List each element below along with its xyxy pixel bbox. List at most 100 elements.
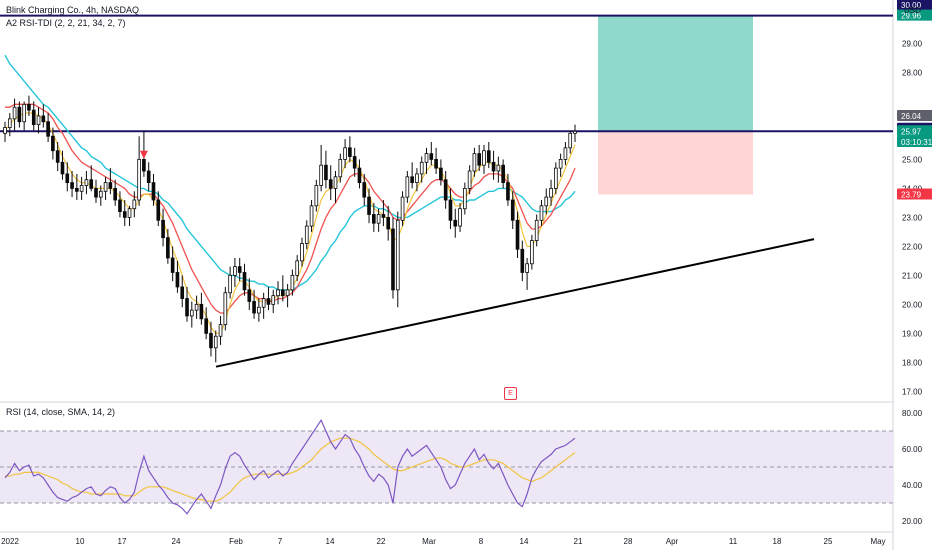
candle-body <box>520 248 525 273</box>
candle-body <box>573 130 577 134</box>
price-tick-label: 20.00 <box>902 300 923 309</box>
candle-body <box>300 243 304 262</box>
candle-body <box>348 147 352 157</box>
candle-body <box>223 292 228 326</box>
price-tick-label: 19.00 <box>902 329 923 338</box>
ema-mid-line <box>5 103 576 314</box>
candle-body <box>424 153 429 163</box>
candle-body <box>376 214 381 224</box>
rsi-axis: 80.00 60.00 40.00 20.00 <box>902 409 923 526</box>
candle-body <box>276 289 280 297</box>
candle-body <box>295 260 300 276</box>
indicator-legend[interactable]: A2 RSI-TDI (2, 2, 21, 34, 2, 7) <box>6 18 126 28</box>
candle-body <box>486 150 491 163</box>
candle-body <box>333 176 338 189</box>
candle-body <box>568 132 573 149</box>
candle-body <box>386 216 391 230</box>
candle-body <box>539 205 544 221</box>
time-tick-label: 18 <box>773 537 782 546</box>
price-tag-bg <box>897 0 932 11</box>
candle-body <box>501 164 505 184</box>
position-loss-zone <box>598 131 753 195</box>
price-tick-label: 22.00 <box>902 242 923 251</box>
candle-body <box>60 161 65 175</box>
candle-body <box>534 219 539 241</box>
earnings-marker[interactable]: E <box>504 387 517 400</box>
candle-body <box>17 106 22 123</box>
candle-body <box>362 182 367 198</box>
candle-body <box>189 309 194 317</box>
candle-body <box>266 298 271 305</box>
time-tick-label: 7 <box>278 537 283 546</box>
candle-body <box>127 208 132 218</box>
candle-body <box>467 170 472 189</box>
time-tick-label: Mar <box>422 537 436 546</box>
symbol-title[interactable]: Blink Charging Co., 4h, NASDAQ <box>6 5 140 15</box>
candle-body <box>367 196 371 215</box>
time-tick-label: May <box>870 537 885 546</box>
candle-body <box>12 106 17 120</box>
candle-body <box>252 301 256 314</box>
time-tick-label: 14 <box>520 537 529 546</box>
price-tag-label: 30.00 <box>901 1 922 10</box>
time-tick-label: 28 <box>624 537 633 546</box>
rsi-ma-line <box>5 437 576 502</box>
candle-body <box>271 295 276 305</box>
candle-body <box>7 118 12 128</box>
candle-body <box>175 272 180 288</box>
candle-body <box>166 237 170 259</box>
candle-body <box>41 115 46 123</box>
candle-body <box>122 211 127 218</box>
candle-body <box>185 298 189 317</box>
candle-body <box>549 188 553 198</box>
candle-body <box>328 179 333 189</box>
candle-body <box>395 219 400 291</box>
candle-body <box>170 257 175 273</box>
time-tick-label: 21 <box>574 537 583 546</box>
candle-body <box>429 153 434 160</box>
candle-body <box>285 289 290 297</box>
candle-body <box>472 153 477 172</box>
candle-body <box>491 161 496 172</box>
price-tick-label: 29.00 <box>902 39 923 48</box>
price-tag-label: 23.79 <box>901 190 922 199</box>
price-tag-bg <box>897 9 932 21</box>
price-tick-label: 17.00 <box>902 387 923 396</box>
price-tag-bg <box>897 188 932 200</box>
candle-body <box>51 135 55 152</box>
candle-body <box>242 272 247 291</box>
rsi-legend[interactable]: RSI (14, close, SMA, 14, 2) <box>6 407 116 417</box>
time-tick-label: Apr <box>666 537 679 546</box>
candle-body <box>142 159 146 172</box>
candle-body <box>352 156 357 169</box>
candle-body <box>391 228 395 291</box>
position-profit-zone <box>598 15 753 132</box>
candle-body <box>400 196 405 221</box>
time-tick-label: 2022 <box>1 537 19 546</box>
ema-slow-line <box>4 54 576 291</box>
candle-body <box>103 182 108 192</box>
candle-body <box>506 182 510 201</box>
candle-body <box>89 179 94 189</box>
candle-body <box>439 167 443 181</box>
price-tag-label: 29.96 <box>901 12 922 21</box>
candle-body <box>146 170 151 184</box>
candle-body <box>199 303 204 320</box>
candle-body <box>515 219 520 250</box>
candle-body <box>554 167 558 189</box>
ema-fast-line <box>4 112 576 334</box>
candle-body <box>558 159 563 169</box>
currency-label[interactable]: USD <box>904 6 921 15</box>
candle-body <box>22 103 26 123</box>
candle-body <box>94 188 98 198</box>
candle-body <box>161 219 165 239</box>
time-tick-label: 14 <box>326 537 335 546</box>
candle-body <box>228 274 232 294</box>
price-tag-label: 26.04 <box>901 112 922 121</box>
candle-body <box>204 318 209 334</box>
candle-body <box>213 335 218 349</box>
candle-body <box>371 214 376 224</box>
rsi-tick-label: 20.00 <box>902 517 923 526</box>
time-tick-label: 11 <box>729 537 738 546</box>
